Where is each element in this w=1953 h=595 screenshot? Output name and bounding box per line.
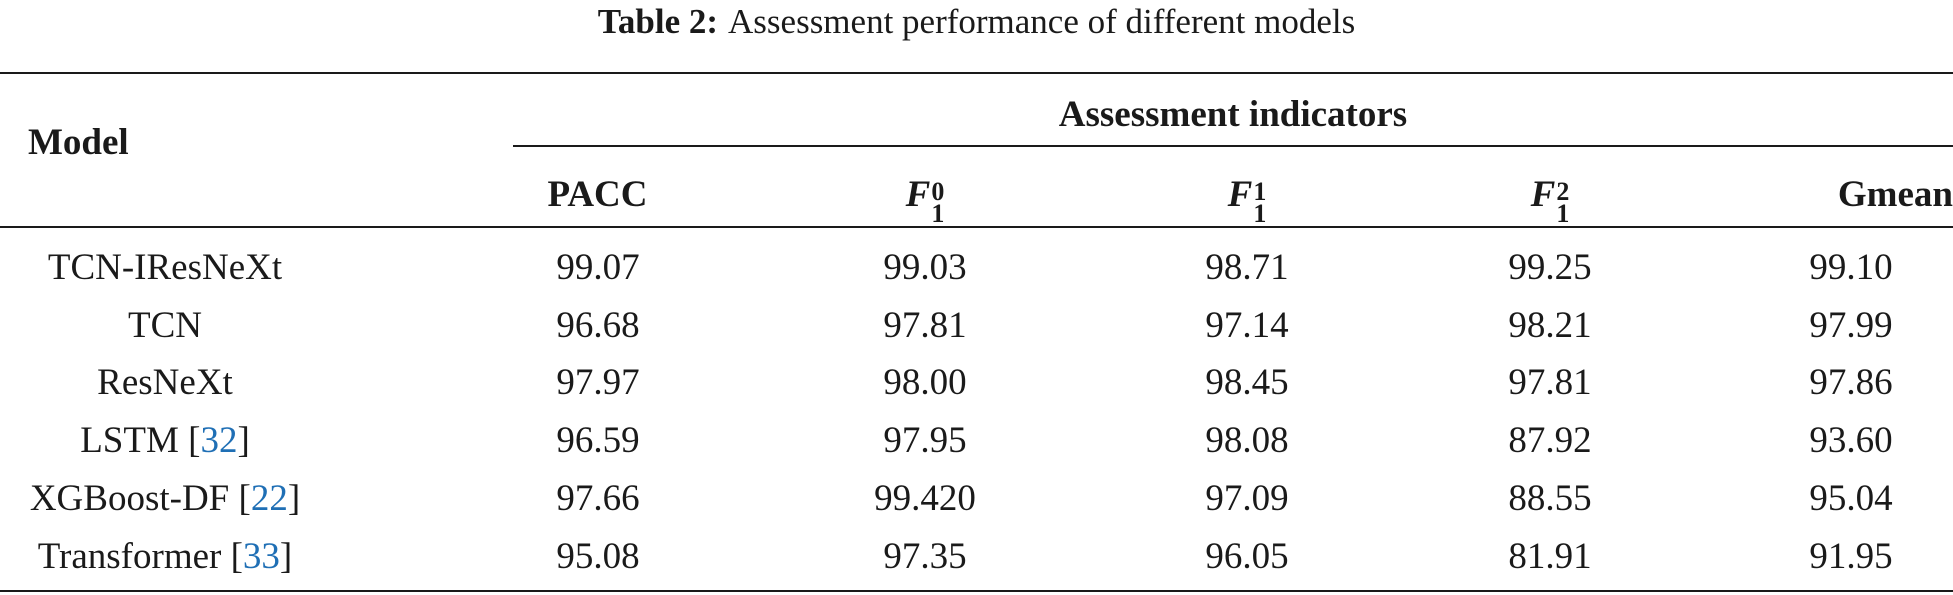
table-cell: 95.08: [556, 536, 640, 577]
column-header-pacc: PACC: [547, 174, 648, 215]
table-cell: 99.420: [874, 478, 976, 519]
model-name: LSTM: [80, 420, 179, 461]
table-cell: 99.10: [1809, 247, 1893, 288]
table-cell: 96.05: [1205, 536, 1289, 577]
superscript: 0: [931, 177, 945, 206]
caption-text: Assessment performance of different mode…: [728, 2, 1356, 41]
table-cell: 98.21: [1508, 305, 1592, 346]
table-cell: 97.35: [883, 536, 967, 577]
citation-link[interactable]: 33: [242, 536, 280, 577]
table-cell: 97.81: [1508, 362, 1592, 403]
model-column-header: Model: [28, 122, 129, 163]
table-cell: 95.04: [1809, 478, 1893, 519]
f-symbol: F: [1530, 174, 1556, 215]
table-cell: 97.97: [556, 362, 640, 403]
subscript: 1: [1253, 199, 1267, 228]
model-name: ResNeXt: [97, 362, 233, 403]
table-cell: 93.60: [1809, 420, 1893, 461]
table-cell: 98.71: [1205, 247, 1289, 288]
table-cell: 87.92: [1508, 420, 1592, 461]
table-row-model: TCN: [0, 304, 330, 348]
table-cell: 97.09: [1205, 478, 1289, 519]
subscript: 1: [931, 199, 945, 228]
superscript: 1: [1253, 177, 1267, 206]
table-cell: 97.99: [1809, 305, 1893, 346]
model-name: TCN-IResNeXt: [47, 247, 283, 288]
table-row-model: ResNeXt: [0, 361, 330, 405]
table-cell: 98.45: [1205, 362, 1289, 403]
table-cell: 98.00: [883, 362, 967, 403]
table-row-model: XGBoost-DF [22]: [29, 478, 301, 519]
table-cell: 97.81: [883, 305, 967, 346]
top-rule: [0, 72, 1953, 74]
table-cell: 98.08: [1205, 420, 1289, 461]
f-symbol: F: [905, 174, 931, 215]
model-name: XGBoost-DF: [29, 478, 230, 519]
column-header-gmean: Gmean: [1837, 174, 1953, 215]
citation-link[interactable]: 22: [250, 478, 288, 519]
citation-link[interactable]: 32: [200, 420, 238, 461]
group-rule: [513, 145, 1953, 147]
bottom-rule: [0, 590, 1953, 592]
table-cell: 99.03: [883, 247, 967, 288]
caption-label: Table 2:: [597, 2, 719, 41]
table-cell: 97.14: [1205, 305, 1289, 346]
table-caption: Table 2: Assessment performance of differ…: [0, 0, 1953, 42]
subscript: 1: [1556, 199, 1570, 228]
table-cell: 97.86: [1809, 362, 1893, 403]
table-cell: 81.91: [1508, 536, 1592, 577]
table-cell: 97.66: [556, 478, 640, 519]
table-cell: 88.55: [1508, 478, 1592, 519]
assessment-indicators-header: Assessment indicators: [1058, 94, 1408, 135]
table-row-model: TCN-IResNeXt: [0, 246, 330, 290]
model-name: Transformer: [37, 536, 222, 577]
f-symbol: F: [1227, 174, 1253, 215]
table-cell: 99.25: [1508, 247, 1592, 288]
table-row-model: LSTM [32]: [80, 420, 250, 461]
table-row-model: Transformer [33]: [37, 536, 293, 577]
table-cell: 97.95: [883, 420, 967, 461]
header-rule: [0, 226, 1953, 228]
table-cell: 91.95: [1809, 536, 1893, 577]
superscript: 2: [1556, 177, 1570, 206]
table-cell: 96.68: [556, 305, 640, 346]
table-cell: 99.07: [556, 247, 640, 288]
model-name: TCN: [128, 305, 202, 346]
table-cell: 96.59: [556, 420, 640, 461]
